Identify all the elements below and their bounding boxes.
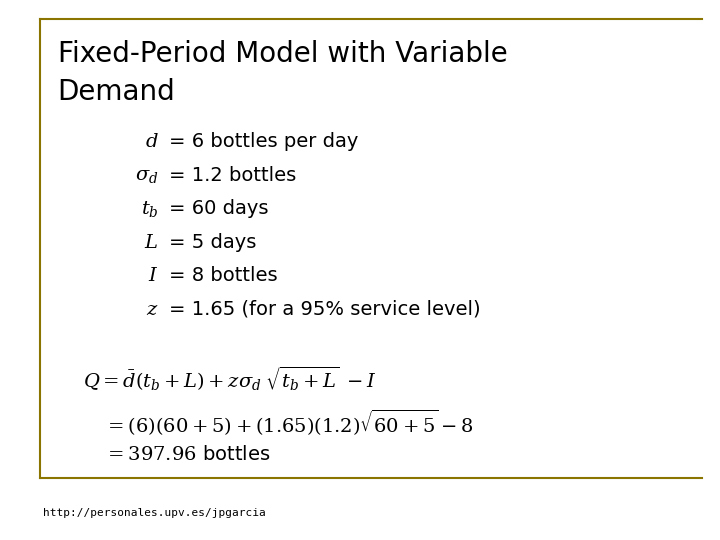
Text: = 60 days: = 60 days: [169, 199, 269, 218]
Text: Fixed-Period Model with Variable: Fixed-Period Model with Variable: [58, 40, 508, 69]
Text: $= 397.96$ bottles: $= 397.96$ bottles: [104, 446, 271, 464]
Text: $Q = \bar{d}(t_b + L) + z\sigma_d \; \sqrt{t_b + L} \; - I$: $Q = \bar{d}(t_b + L) + z\sigma_d \; \sq…: [83, 364, 377, 393]
Text: $d$: $d$: [145, 132, 158, 151]
Text: $t_b$: $t_b$: [140, 199, 158, 219]
Text: $I$: $I$: [148, 266, 158, 285]
Text: http://personales.upv.es/jpgarcia: http://personales.upv.es/jpgarcia: [43, 508, 266, 518]
Text: Demand: Demand: [58, 78, 176, 106]
Text: = 1.65 (for a 95% service level): = 1.65 (for a 95% service level): [169, 300, 481, 319]
Text: $= (6)(60 + 5) + (1.65)(1.2)\sqrt{60 + 5} - 8$: $= (6)(60 + 5) + (1.65)(1.2)\sqrt{60 + 5…: [104, 408, 474, 438]
Text: = 8 bottles: = 8 bottles: [169, 266, 278, 285]
Text: = 6 bottles per day: = 6 bottles per day: [169, 132, 359, 151]
Text: $z$: $z$: [146, 300, 158, 319]
Text: = 1.2 bottles: = 1.2 bottles: [169, 166, 297, 185]
Text: $L$: $L$: [144, 233, 158, 252]
Text: $\sigma_d$: $\sigma_d$: [135, 166, 158, 185]
Text: = 5 days: = 5 days: [169, 233, 256, 252]
